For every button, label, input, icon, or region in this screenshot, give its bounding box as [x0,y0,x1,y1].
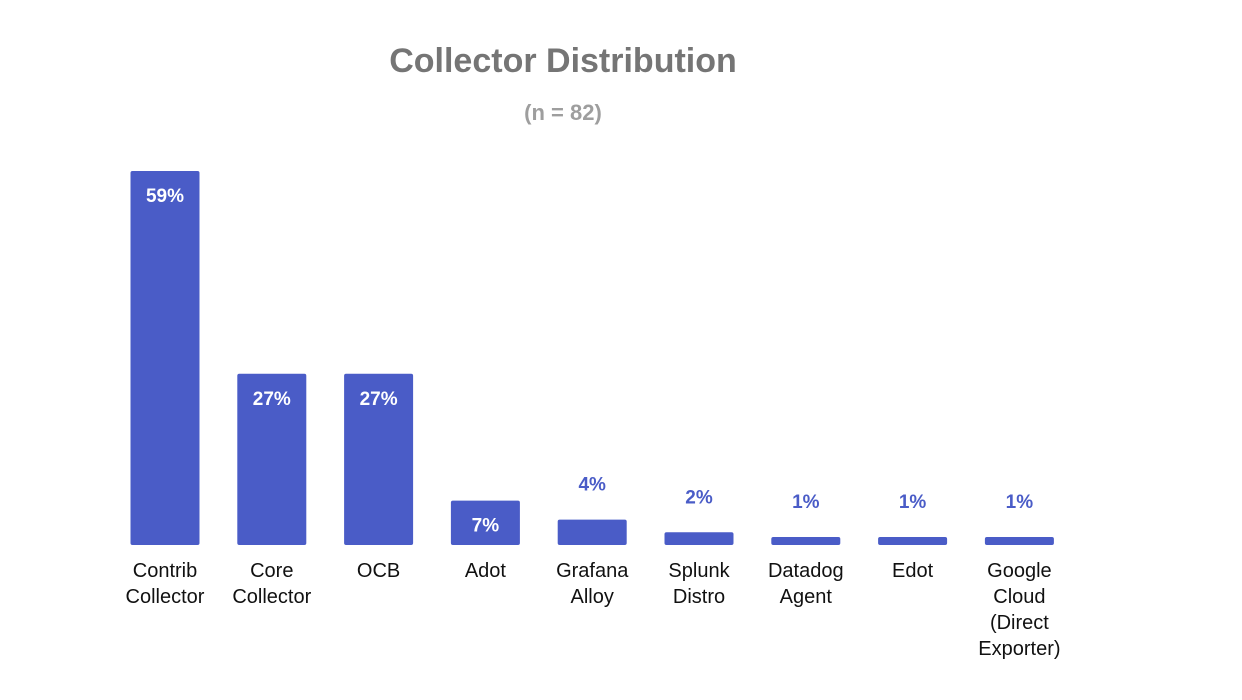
category-label-line: Core [250,560,293,582]
value-label-2: 27% [360,389,398,410]
value-label-8: 1% [1006,492,1034,513]
category-label-line: (Direct [990,612,1049,634]
category-label-6: Datadog Agent [768,560,844,608]
bar-4 [557,519,627,545]
value-labels-group: 59% 27% 27% 7% 4% 2% 1% 1% 1% [146,186,1033,537]
bar-6 [771,537,841,545]
bar-5 [664,532,734,545]
bar-7 [878,537,948,545]
category-label-line: Distro [673,586,725,608]
value-label-4: 4% [578,475,606,496]
category-label-line: Collector [126,586,205,608]
bar-1 [237,373,307,545]
category-label-2: OCB [357,560,400,582]
category-label-0: Contrib Collector [126,560,205,608]
bar-8 [984,537,1054,545]
category-label-line: Cloud [993,586,1045,608]
category-label-line: Splunk [668,560,730,582]
bar-2 [344,373,414,545]
value-label-5: 2% [685,487,713,508]
category-label-line: Agent [780,586,833,608]
category-label-7: Edot [892,560,934,582]
category-label-5: Splunk Distro [668,560,730,608]
category-label-3: Adot [465,560,507,582]
category-label-1: Core Collector [232,560,311,608]
category-label-line: Datadog [768,560,844,582]
bar-3 [450,500,520,545]
bar-0 [130,171,200,545]
category-label-line: Exporter) [978,638,1060,660]
category-label-line: Edot [892,560,934,582]
value-label-3: 7% [472,516,500,537]
category-label-line: Google [987,560,1052,582]
category-label-line: Collector [232,586,311,608]
chart-title: Collector Distribution [389,42,737,80]
value-label-7: 1% [899,492,927,513]
category-labels-group: Contrib Collector Core Collector OCB Adot Graf… [126,560,1061,660]
category-label-8: Google Cloud (Direct Exporter) [978,560,1060,660]
category-label-4: Grafana Alloy [556,560,629,608]
category-label-line: Adot [465,560,507,582]
category-label-line: Grafana [556,560,629,582]
category-label-line: OCB [357,560,400,582]
value-label-6: 1% [792,492,820,513]
chart-subtitle: (n = 82) [524,100,602,125]
value-label-1: 27% [253,389,291,410]
category-label-line: Alloy [571,586,614,608]
category-label-line: Contrib [133,560,197,582]
value-label-0: 59% [146,186,184,207]
bars-group [130,171,1054,545]
